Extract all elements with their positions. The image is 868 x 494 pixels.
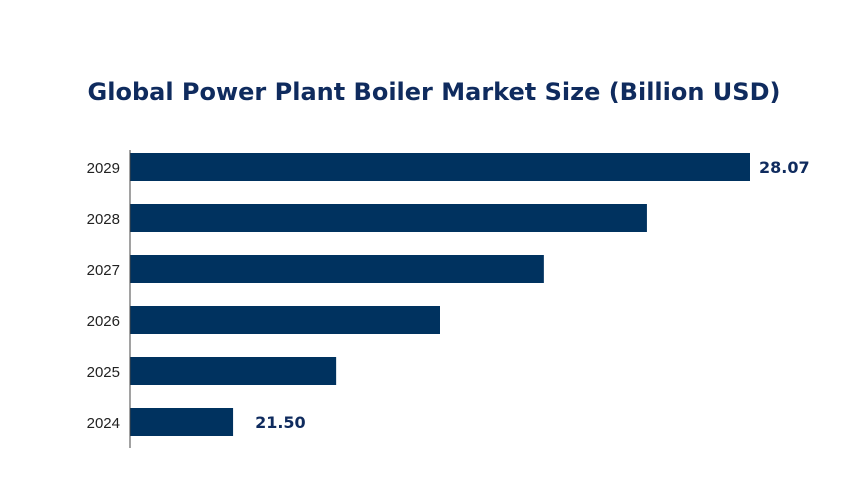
tick-label-2029: 2029 — [87, 160, 120, 177]
tick-label-2025: 2025 — [87, 364, 120, 381]
data-label-2024: 21.50 — [255, 413, 306, 432]
tick-label-2024: 2024 — [87, 415, 120, 432]
data-label-2029: 28.07 — [759, 158, 810, 177]
bar-2028 — [130, 204, 647, 232]
bar-2029 — [130, 153, 750, 181]
tick-label-2026: 2026 — [87, 313, 120, 330]
bar-2026 — [130, 306, 440, 334]
bar-2024 — [130, 408, 234, 436]
tick-label-2027: 2027 — [87, 262, 120, 279]
bar-2027 — [130, 255, 544, 283]
tick-label-2028: 2028 — [87, 211, 120, 228]
chart-title: Global Power Plant Boiler Market Size (B… — [87, 78, 781, 106]
bar-2025 — [130, 357, 337, 385]
